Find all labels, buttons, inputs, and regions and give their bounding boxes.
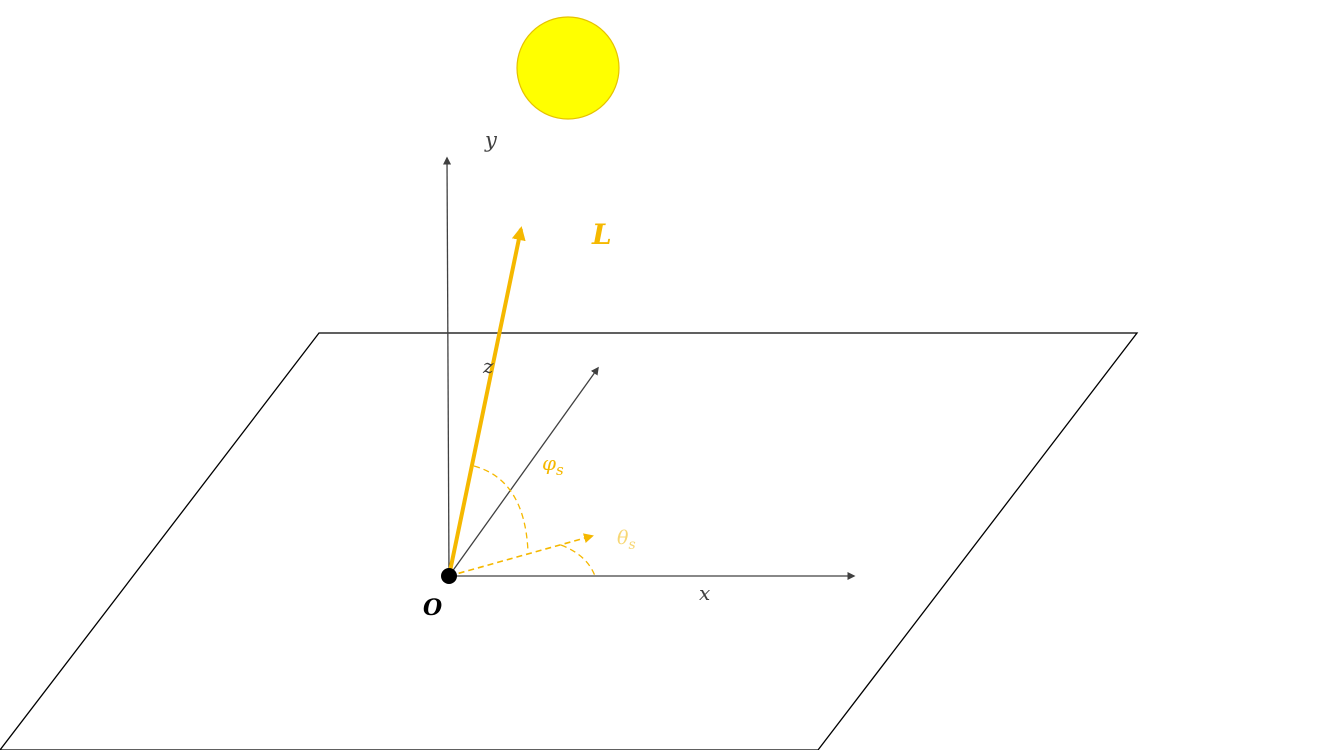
theta-subscript: s bbox=[628, 537, 635, 553]
phi-label: φs bbox=[542, 451, 564, 479]
y-axis bbox=[443, 156, 452, 577]
phi-subscript: s bbox=[556, 461, 564, 479]
light-vector bbox=[447, 226, 526, 577]
theta-symbol: θ bbox=[617, 527, 629, 549]
light-vector-label: L bbox=[591, 218, 612, 251]
ground-plane bbox=[0, 332, 1139, 750]
z-axis bbox=[448, 366, 599, 577]
light-projection bbox=[448, 533, 594, 577]
theta-arc bbox=[560, 544, 596, 577]
origin-point bbox=[441, 568, 457, 584]
sun-icon bbox=[516, 16, 620, 120]
y-axis-label: y bbox=[484, 128, 498, 152]
phi-symbol: φ bbox=[542, 451, 556, 475]
phi-arc bbox=[473, 465, 529, 553]
origin-label: O bbox=[423, 595, 442, 621]
z-axis-label: z bbox=[482, 354, 494, 378]
x-axis-label: x bbox=[699, 581, 710, 605]
theta-label: θs bbox=[617, 527, 636, 553]
